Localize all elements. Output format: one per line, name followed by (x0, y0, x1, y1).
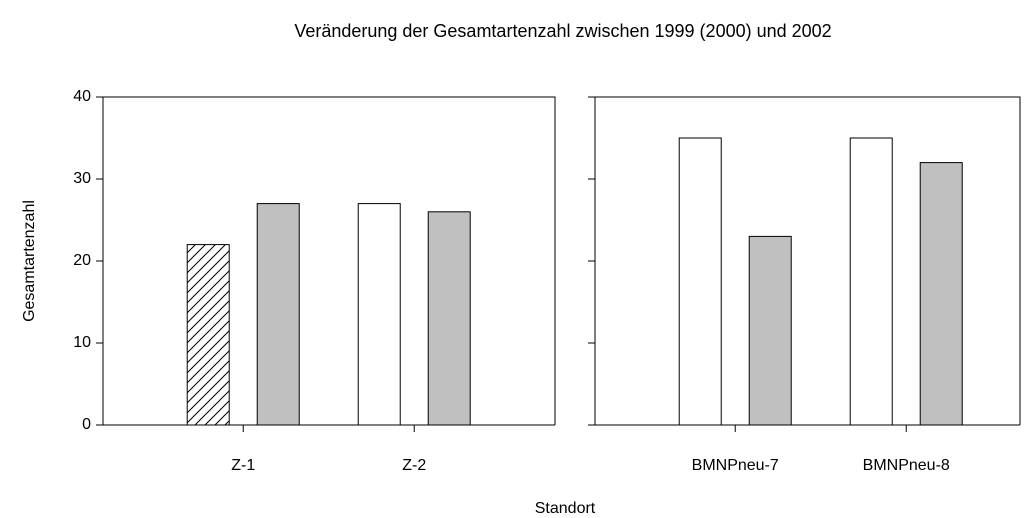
bar (186, 244, 230, 426)
bar (256, 203, 300, 426)
y-tick-label: 40 (73, 88, 91, 105)
y-tick-label: 10 (73, 334, 91, 351)
x-tick-label: BMNPneu-7 (692, 457, 779, 474)
x-tick-label: Z-2 (402, 457, 426, 474)
panel-frame (102, 96, 556, 425)
bar (919, 162, 963, 426)
bar (748, 235, 792, 426)
x-tick-label: Z-1 (231, 457, 255, 474)
y-tick-label: 30 (73, 170, 91, 187)
bar (427, 211, 471, 426)
panel-frame (594, 96, 1021, 425)
bar (678, 137, 722, 426)
y-axis-label: Gesamtartenzahl (21, 200, 38, 322)
bar (849, 137, 893, 426)
x-tick-label: BMNPneu-8 (863, 457, 950, 474)
y-tick-label: 0 (82, 416, 91, 433)
bar (357, 203, 401, 426)
chart-title: Veränderung der Gesamtartenzahl zwischen… (294, 21, 831, 41)
y-tick-label: 20 (73, 252, 91, 269)
x-axis-label: Standort (535, 500, 596, 517)
